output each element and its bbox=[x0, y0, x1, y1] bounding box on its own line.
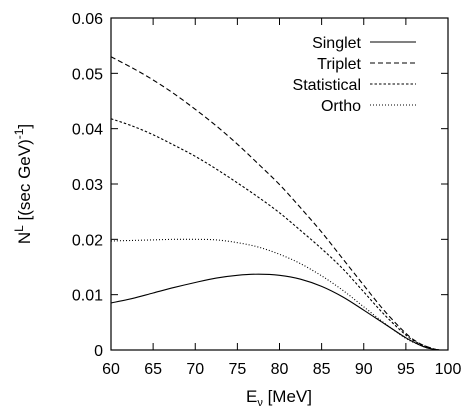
y-tick-label: 0.01 bbox=[72, 288, 103, 305]
series-line-statistical bbox=[110, 118, 440, 351]
x-axis-label: Eν [MeV] bbox=[246, 387, 312, 409]
axis-ticks: 60 65 70 75 80 85 90 95 100 0 0.01 0.02 0.03 0.04 0.05… bbox=[72, 11, 461, 378]
series-lines bbox=[110, 56, 440, 351]
x-tick-label: 95 bbox=[397, 361, 415, 378]
x-tick-label: 85 bbox=[313, 361, 331, 378]
y-tick-label: 0.06 bbox=[72, 11, 103, 28]
y-tick-label: 0.04 bbox=[72, 122, 103, 139]
legend-label-singlet: Singlet bbox=[312, 35, 361, 52]
legend-label-ortho: Ortho bbox=[321, 98, 361, 115]
y-tick-label: 0.03 bbox=[72, 177, 103, 194]
x-tick-label: 80 bbox=[271, 361, 289, 378]
y-tick-label: 0.02 bbox=[72, 232, 103, 249]
series-line-singlet bbox=[110, 273, 440, 351]
legend-label-triplet: Triplet bbox=[317, 56, 361, 73]
y-tick-label: 0.05 bbox=[72, 66, 103, 83]
y-axis-label: NL [(sec GeV)-1] bbox=[12, 124, 34, 244]
x-tick-label: 70 bbox=[186, 361, 204, 378]
series-line-ortho bbox=[110, 238, 440, 351]
x-tick-label: 60 bbox=[102, 361, 120, 378]
x-tick-label: 90 bbox=[355, 361, 373, 378]
x-tick-label: 75 bbox=[228, 361, 246, 378]
x-tick-label: 100 bbox=[435, 361, 461, 378]
x-tick-label: 65 bbox=[144, 361, 162, 378]
y-tick-label: 0 bbox=[94, 343, 103, 360]
legend-label-statistical: Statistical bbox=[293, 77, 361, 94]
legend: Singlet Triplet Statistical Ortho bbox=[293, 35, 416, 115]
series-line-triplet bbox=[110, 56, 440, 351]
